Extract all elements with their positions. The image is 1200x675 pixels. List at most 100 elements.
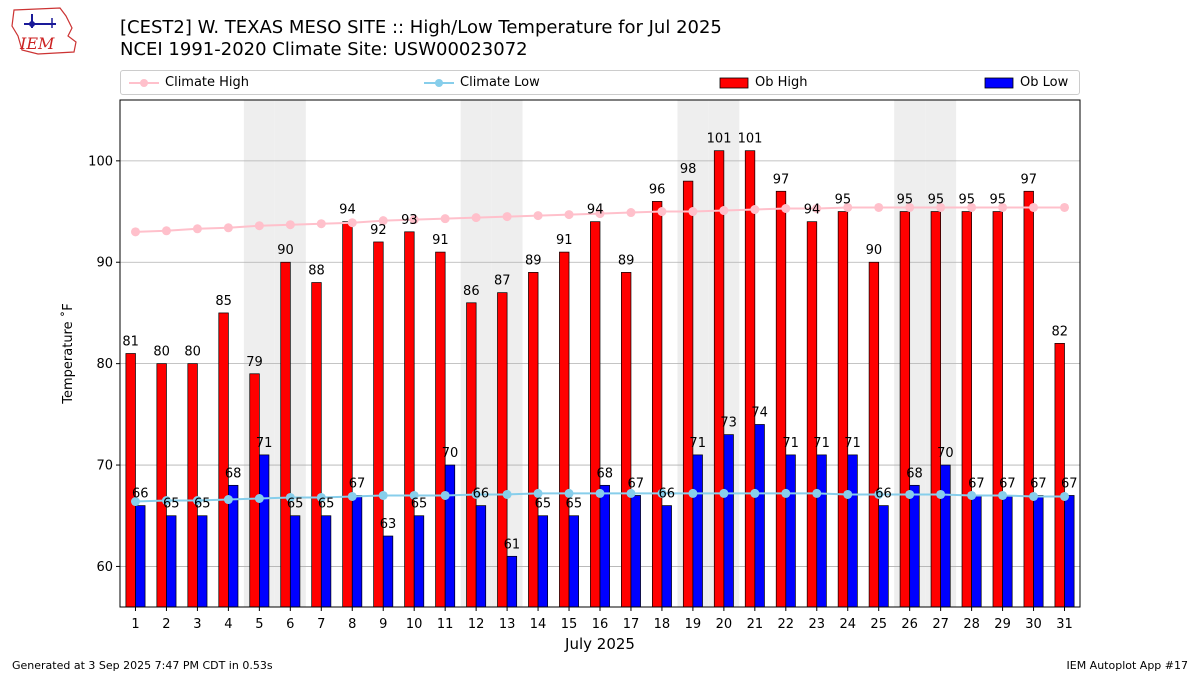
x-tick-label: 12 — [468, 617, 485, 632]
x-tick-label: 6 — [286, 617, 294, 632]
climate-low-point — [688, 488, 698, 498]
x-tick-label: 10 — [406, 617, 423, 632]
ob-low-bar — [785, 454, 796, 608]
plot-frame — [119, 99, 1081, 608]
climate-high-point — [905, 202, 915, 212]
ob-low-bar — [816, 454, 827, 608]
ob-high-label: 97 — [1020, 172, 1037, 187]
climate-low-point — [130, 497, 140, 507]
x-tick-label: 15 — [561, 617, 578, 632]
ob-low-bar — [351, 495, 363, 608]
ob-low-bar — [289, 515, 301, 608]
climate-low-point — [223, 495, 233, 505]
app-footer: IEM Autoplot App #17 — [1066, 659, 1189, 672]
climate-high-point — [161, 226, 171, 236]
ob-low-label: 73 — [720, 416, 737, 431]
legend: Climate High Climate Low Ob High Ob Low — [120, 70, 1080, 95]
ob-low-swatch-icon — [984, 77, 1014, 88]
climate-low-point — [192, 496, 202, 506]
ob-low-bar — [1002, 495, 1013, 608]
ob-high-label: 94 — [587, 203, 604, 218]
ob-high-label: 90 — [866, 243, 883, 258]
climate-high-point — [781, 203, 791, 213]
climate-high-point — [1029, 202, 1039, 212]
ob-low-bar — [661, 505, 672, 608]
ob-high-label: 87 — [494, 274, 511, 289]
climate-high-point — [595, 209, 605, 219]
chart-title: [CEST2] W. TEXAS MESO SITE :: High/Low T… — [120, 17, 722, 38]
climate-low-point — [316, 492, 326, 502]
ob-high-bar — [930, 211, 941, 608]
x-tick-label: 19 — [685, 617, 702, 632]
ob-low-label: 65 — [318, 497, 335, 512]
climate-low-point — [905, 489, 915, 499]
ob-high-label: 94 — [804, 203, 821, 218]
ob-low-label: 67 — [349, 476, 366, 491]
ob-low-label: 68 — [906, 466, 923, 481]
ob-low-bar — [630, 495, 641, 608]
ob-high-label: 88 — [308, 264, 325, 279]
ob-low-label: 67 — [1030, 476, 1047, 491]
x-tick-label: 14 — [530, 617, 547, 632]
climate-low-line-icon — [424, 78, 454, 87]
ob-low-label: 71 — [689, 436, 706, 451]
ob-high-bar — [528, 272, 539, 608]
climate-low-point — [874, 489, 884, 499]
ob-high-bar — [682, 180, 694, 608]
ob-low-label: 66 — [875, 487, 892, 502]
climate-low-point — [440, 490, 450, 500]
climate-low-point — [347, 491, 357, 501]
climate-low-point — [812, 488, 822, 498]
ob-high-label: 86 — [463, 284, 480, 299]
x-tick-label: 25 — [870, 617, 887, 632]
ob-high-label: 90 — [277, 243, 294, 258]
ob-low-label: 71 — [256, 436, 273, 451]
legend-ob-low: Ob Low — [984, 71, 1068, 94]
x-tick-label: 31 — [1056, 617, 1073, 632]
ob-high-bar — [806, 221, 818, 608]
y-tick-label: 80 — [96, 357, 113, 372]
ob-high-bar — [249, 373, 260, 608]
ob-low-bar — [475, 505, 487, 608]
climate-high-point — [409, 215, 419, 225]
ob-low-bar — [692, 454, 703, 608]
ob-low-label: 71 — [813, 436, 830, 451]
x-tick-label: 21 — [747, 617, 764, 632]
ob-low-label: 65 — [535, 497, 552, 512]
ob-low-label: 68 — [597, 466, 614, 481]
climate-low-point — [781, 488, 791, 498]
ob-low-label: 71 — [782, 436, 799, 451]
climate-high-point — [626, 208, 636, 218]
ob-high-label: 95 — [928, 193, 945, 208]
ob-low-label: 67 — [627, 476, 644, 491]
ob-low-bar — [320, 515, 332, 608]
climate-low-point — [595, 488, 605, 498]
ob-low-bar — [568, 515, 579, 608]
ob-high-bar — [218, 312, 229, 608]
ob-low-bar — [382, 535, 394, 608]
x-tick-label: 26 — [901, 617, 918, 632]
ob-high-bar — [775, 190, 787, 608]
climate-high-point — [223, 223, 233, 233]
ob-high-bar — [1054, 343, 1065, 608]
ob-low-label: 65 — [287, 497, 304, 512]
climate-high-point — [130, 227, 140, 237]
y-axis-label: Temperature ˚F — [60, 303, 76, 404]
x-tick-label: 8 — [348, 617, 356, 632]
ob-high-label: 96 — [649, 182, 666, 197]
climate-high-point — [967, 202, 977, 212]
ob-low-label: 66 — [473, 487, 490, 502]
ob-high-label: 101 — [738, 132, 763, 147]
ob-low-bar — [259, 454, 270, 608]
x-tick-label: 22 — [778, 617, 795, 632]
x-tick-label: 24 — [839, 617, 856, 632]
ob-low-label: 71 — [844, 436, 861, 451]
climate-low-point — [1029, 491, 1039, 501]
ob-high-bar — [590, 221, 601, 608]
ob-low-bar — [506, 555, 518, 608]
ob-high-bar — [713, 150, 725, 608]
legend-label: Climate Low — [460, 75, 540, 90]
ob-high-bar — [404, 231, 415, 608]
climate-high-point — [874, 202, 884, 212]
